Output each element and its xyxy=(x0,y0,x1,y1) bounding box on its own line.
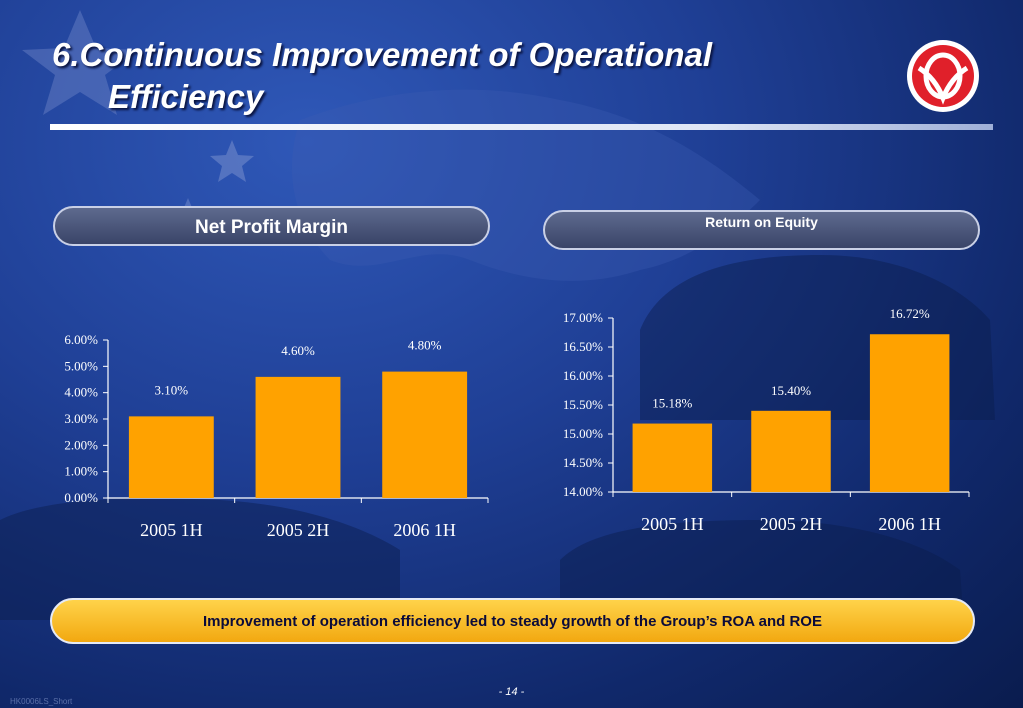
x-tick-label: 2005 1H xyxy=(140,520,203,540)
x-tick-label: 2005 2H xyxy=(267,520,330,540)
star-icon xyxy=(210,140,254,182)
y-tick-label: 16.00% xyxy=(563,368,603,383)
slide-title-line1: 6.Continuous Improvement of Operational xyxy=(52,36,713,73)
bar xyxy=(128,416,214,498)
y-tick-label: 16.50% xyxy=(563,339,603,354)
y-tick-label: 4.00% xyxy=(64,385,98,400)
x-tick-label: 2005 2H xyxy=(760,514,823,534)
bar xyxy=(632,423,713,492)
x-tick-label: 2005 1H xyxy=(641,514,704,534)
bar xyxy=(255,376,341,498)
bar xyxy=(869,334,950,492)
summary-banner: Improvement of operation efficiency led … xyxy=(50,598,975,644)
y-tick-label: 14.50% xyxy=(563,455,603,470)
data-label: 16.72% xyxy=(890,306,930,321)
return-on-equity-chart: 14.00% 14.50% 15.00% 15.50% 16.00% 16.50% 17.0… xyxy=(563,306,970,534)
return-on-equity-label: Return on Equity xyxy=(705,214,818,230)
data-label: 15.18% xyxy=(652,396,692,411)
y-tick-label: 3.00% xyxy=(64,411,98,426)
bar xyxy=(751,410,831,492)
y-tick-label: 17.00% xyxy=(563,310,603,325)
map-silhouette xyxy=(291,89,760,281)
y-tick-label: 2.00% xyxy=(64,437,98,452)
y-tick-label: 6.00% xyxy=(64,332,98,347)
data-label: 4.60% xyxy=(281,343,315,358)
title-divider xyxy=(50,124,993,130)
y-tick-label: 15.50% xyxy=(563,397,603,412)
dongfeng-logo-icon xyxy=(907,40,979,112)
x-tick-label: 2006 1H xyxy=(878,514,941,534)
y-tick-label: 1.00% xyxy=(64,464,98,479)
net-profit-margin-panel-header: Net Profit Margin xyxy=(53,206,490,246)
y-tick-label: 14.00% xyxy=(563,484,603,499)
x-tick-label: 2006 1H xyxy=(393,520,456,540)
net-profit-margin-label: Net Profit Margin xyxy=(194,217,349,238)
summary-banner-text: Improvement of operation efficiency led … xyxy=(203,613,822,630)
net-profit-margin-chart: 0.00% 1.00% 2.00% 3.00% 4.00% 5.00% 6.00% 3.10%… xyxy=(64,332,489,540)
return-on-equity-panel-header: Return on Equity xyxy=(543,210,980,250)
data-label: 15.40% xyxy=(771,383,811,398)
page-number: - 14 - xyxy=(498,686,525,698)
document-code: HK0006LS_Short xyxy=(10,697,73,706)
slide-title-line2: Efficiency xyxy=(108,78,264,115)
bar xyxy=(382,371,468,498)
data-label: 3.10% xyxy=(155,382,189,397)
y-tick-label: 0.00% xyxy=(64,490,98,505)
slide-title: 6.Continuous Improvement of Operational … xyxy=(52,34,812,118)
data-label: 4.80% xyxy=(408,338,442,353)
y-tick-label: 5.00% xyxy=(64,358,98,373)
y-tick-label: 15.00% xyxy=(563,426,603,441)
